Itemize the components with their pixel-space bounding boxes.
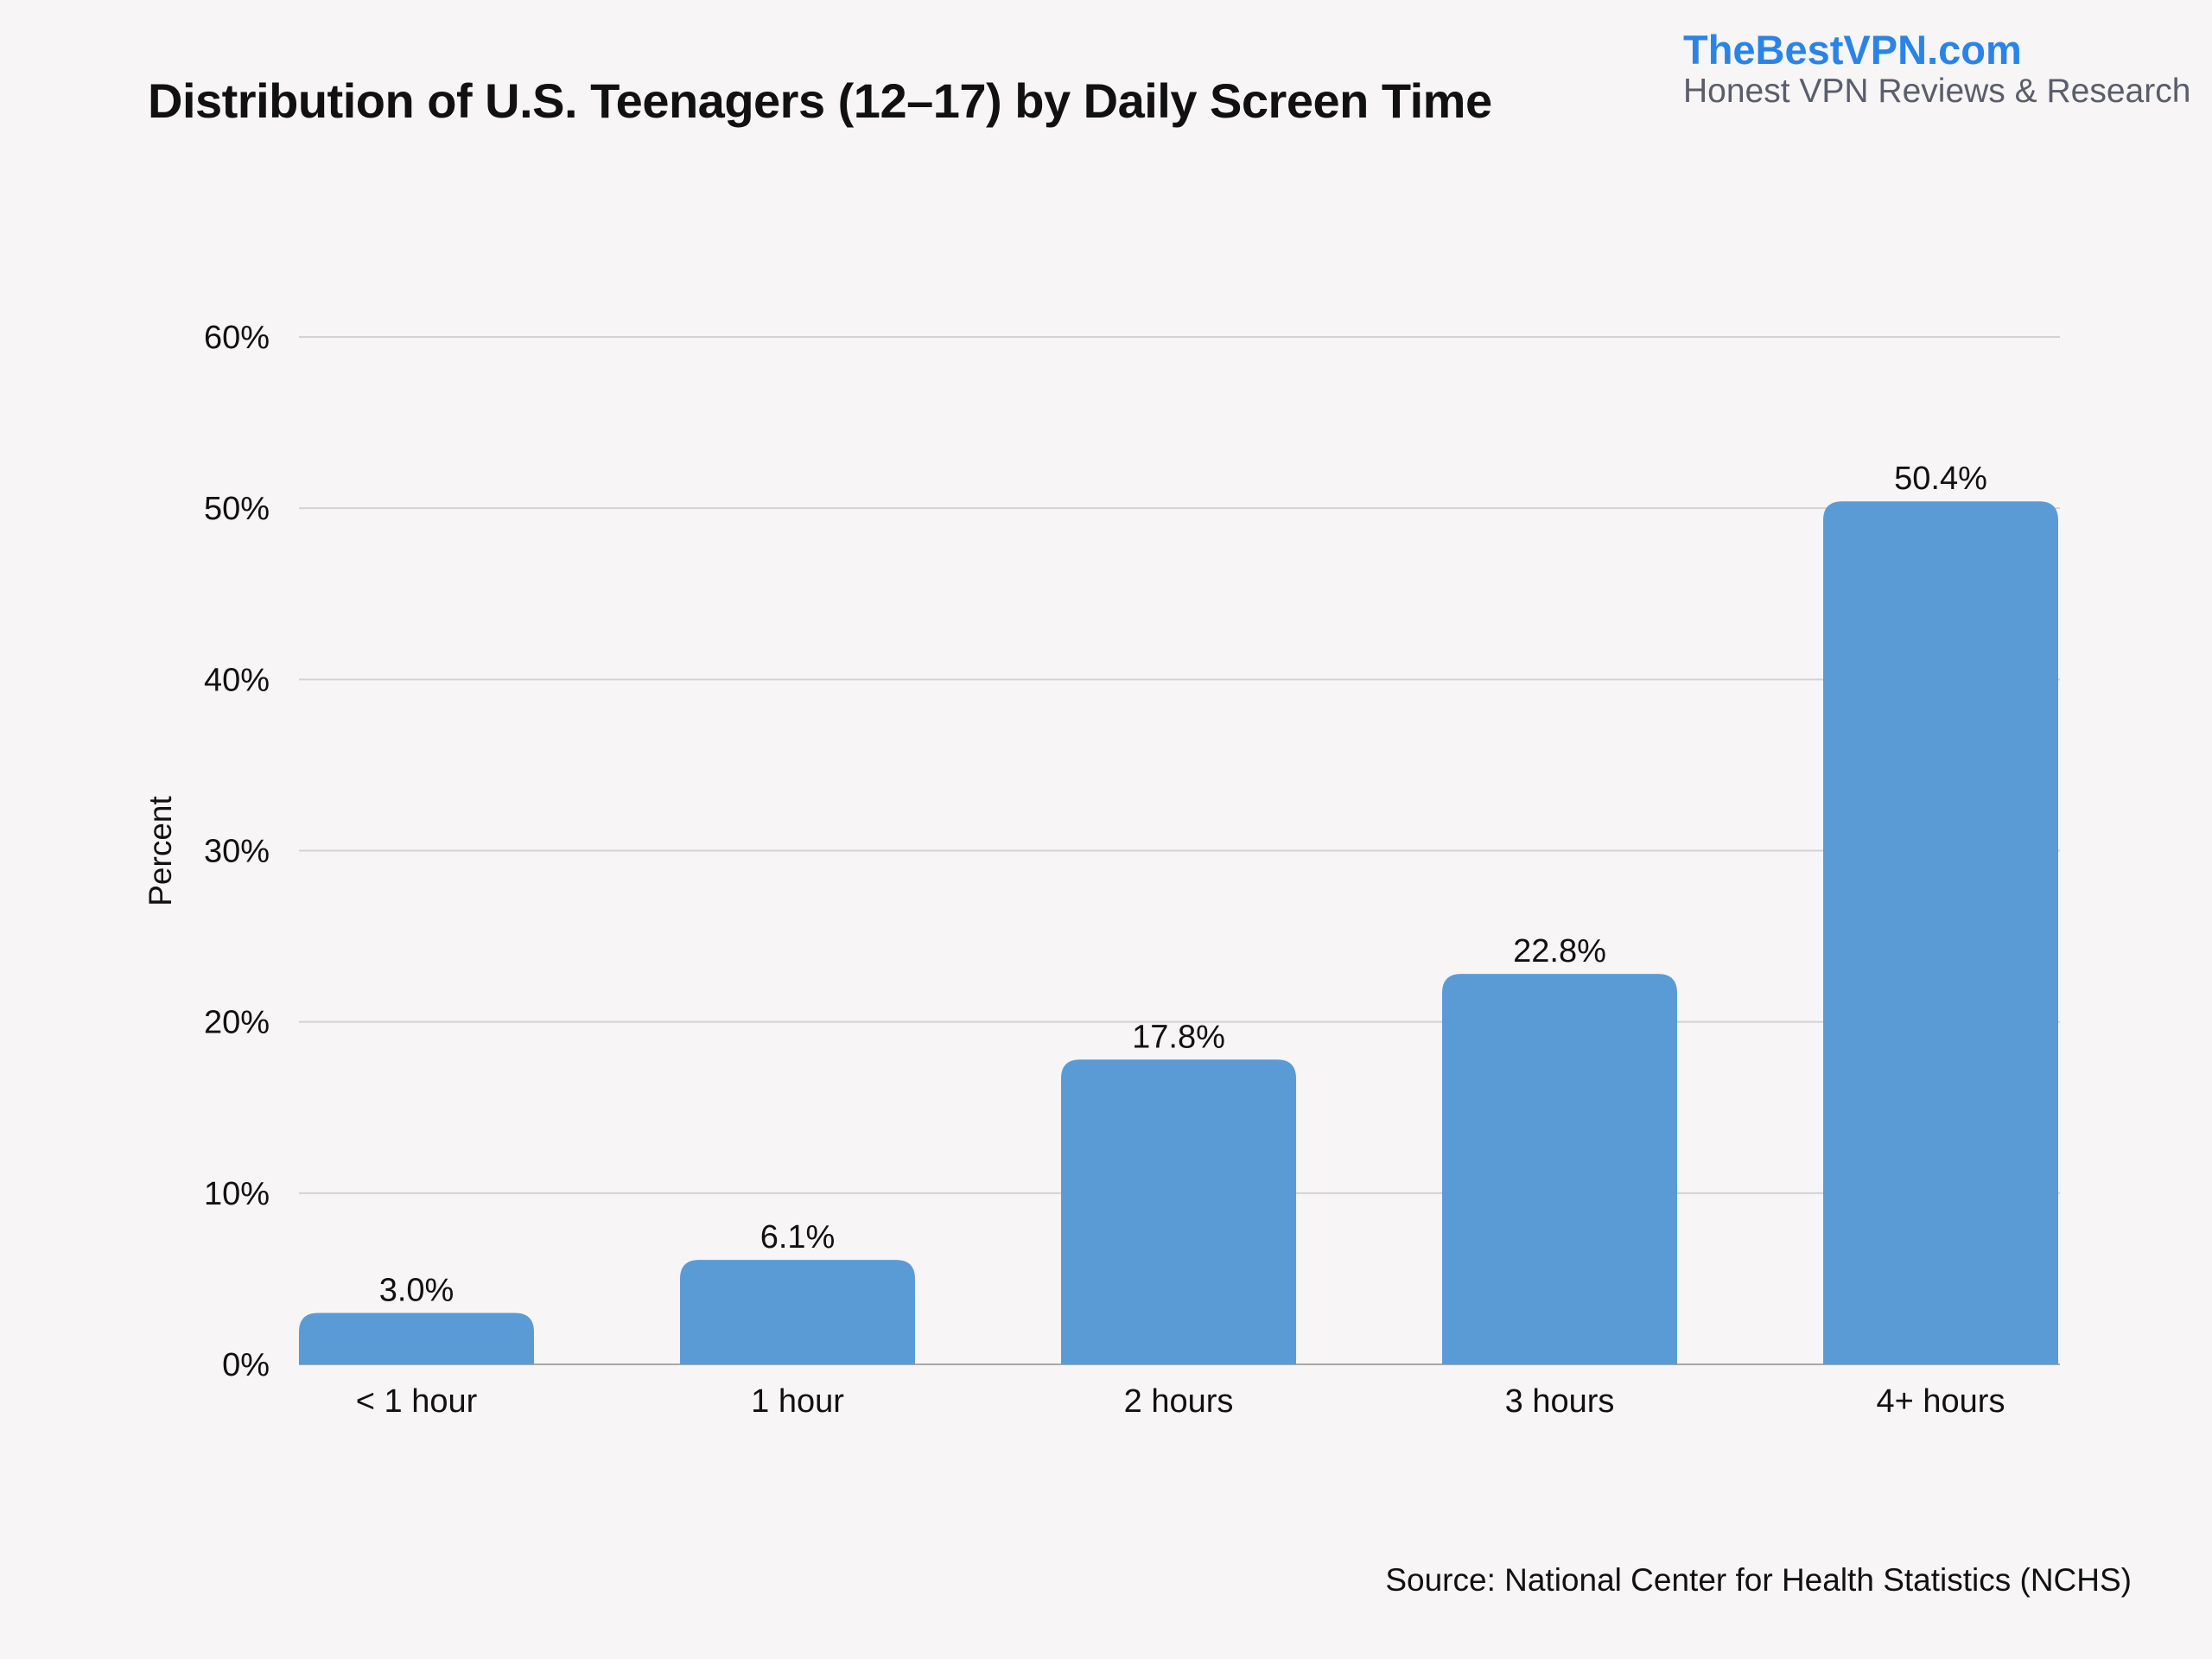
x-tick-label: 2 hours — [1124, 1383, 1234, 1420]
x-tick-label: < 1 hour — [356, 1383, 478, 1420]
y-tick-label: 50% — [204, 491, 270, 527]
data-label: 50.4% — [1894, 461, 1987, 497]
bar — [1061, 1059, 1296, 1364]
y-tick-label: 40% — [204, 662, 270, 698]
bar — [299, 1313, 534, 1364]
chart-title: Distribution of U.S. Teenagers (12–17) b… — [148, 73, 1492, 128]
bar — [1823, 501, 2058, 1364]
y-tick-label: 10% — [204, 1176, 270, 1212]
x-tick-label: 1 hour — [751, 1383, 844, 1420]
y-axis-label: Percent — [143, 796, 178, 906]
data-label: 6.1% — [760, 1219, 836, 1255]
y-tick-label: 60% — [204, 320, 270, 356]
y-tick-label: 30% — [204, 834, 270, 870]
y-tick-label: 0% — [222, 1347, 270, 1383]
source-note: Source: National Center for Health Stati… — [1385, 1562, 2132, 1598]
data-label: 17.8% — [1132, 1019, 1225, 1055]
brand-logo: TheBestVPN.com — [1683, 27, 2022, 73]
x-tick-label: 4+ hours — [1877, 1383, 2005, 1420]
brand-tagline: Honest VPN Reviews & Research — [1683, 73, 2191, 110]
data-label: 3.0% — [379, 1273, 454, 1309]
data-label: 22.8% — [1513, 933, 1606, 969]
x-tick-label: 3 hours — [1505, 1383, 1615, 1420]
bar — [680, 1260, 915, 1364]
y-tick-label: 20% — [204, 1005, 270, 1041]
bar — [1442, 974, 1677, 1364]
